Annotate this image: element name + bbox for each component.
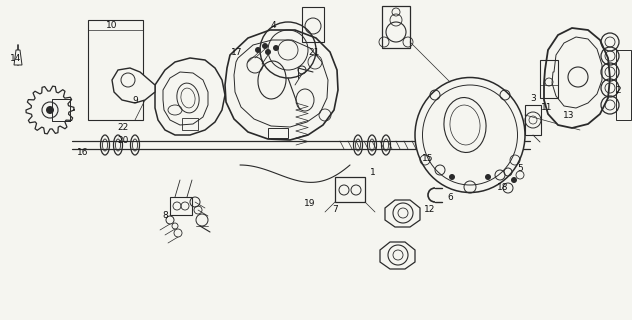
Text: 19: 19: [304, 199, 316, 209]
Bar: [268, 128, 288, 138]
Text: 18: 18: [497, 182, 509, 191]
Text: 10: 10: [106, 20, 118, 29]
Circle shape: [46, 106, 54, 114]
Bar: [335, 177, 365, 202]
Text: 5: 5: [517, 164, 523, 172]
Polygon shape: [380, 242, 415, 269]
Text: 20: 20: [118, 135, 129, 145]
Polygon shape: [163, 72, 208, 125]
Bar: [182, 118, 198, 130]
Text: 6: 6: [447, 194, 453, 203]
Text: 9: 9: [132, 95, 138, 105]
Polygon shape: [385, 200, 420, 227]
Circle shape: [265, 49, 271, 55]
Bar: [302, 7, 324, 42]
Polygon shape: [552, 37, 602, 108]
Text: 7: 7: [332, 205, 338, 214]
Polygon shape: [155, 58, 225, 135]
Text: 21: 21: [308, 47, 320, 57]
Ellipse shape: [415, 77, 525, 193]
Bar: [170, 197, 192, 215]
Bar: [52, 99, 70, 121]
Text: 16: 16: [77, 148, 88, 156]
Bar: [88, 20, 143, 120]
Circle shape: [485, 174, 491, 180]
Circle shape: [511, 177, 517, 183]
Text: 12: 12: [424, 205, 435, 214]
Text: 2: 2: [615, 85, 621, 94]
Circle shape: [449, 174, 455, 180]
Text: 15: 15: [422, 154, 434, 163]
Text: 11: 11: [541, 102, 553, 111]
Text: 1: 1: [370, 167, 376, 177]
Polygon shape: [14, 50, 22, 65]
Polygon shape: [234, 40, 328, 127]
Polygon shape: [225, 30, 338, 140]
Text: 13: 13: [563, 110, 574, 119]
Text: 4: 4: [270, 20, 276, 29]
Ellipse shape: [423, 85, 518, 185]
Bar: [382, 6, 410, 48]
Text: 17: 17: [231, 47, 243, 57]
Bar: [525, 105, 541, 135]
Bar: [616, 50, 631, 120]
Polygon shape: [544, 28, 610, 128]
Text: 3: 3: [530, 93, 536, 102]
Polygon shape: [112, 68, 155, 103]
Text: 22: 22: [118, 123, 129, 132]
Circle shape: [273, 45, 279, 51]
Circle shape: [262, 43, 268, 49]
Circle shape: [255, 47, 261, 53]
Bar: [540, 60, 558, 98]
Text: 14: 14: [10, 53, 21, 62]
Text: 8: 8: [162, 211, 168, 220]
